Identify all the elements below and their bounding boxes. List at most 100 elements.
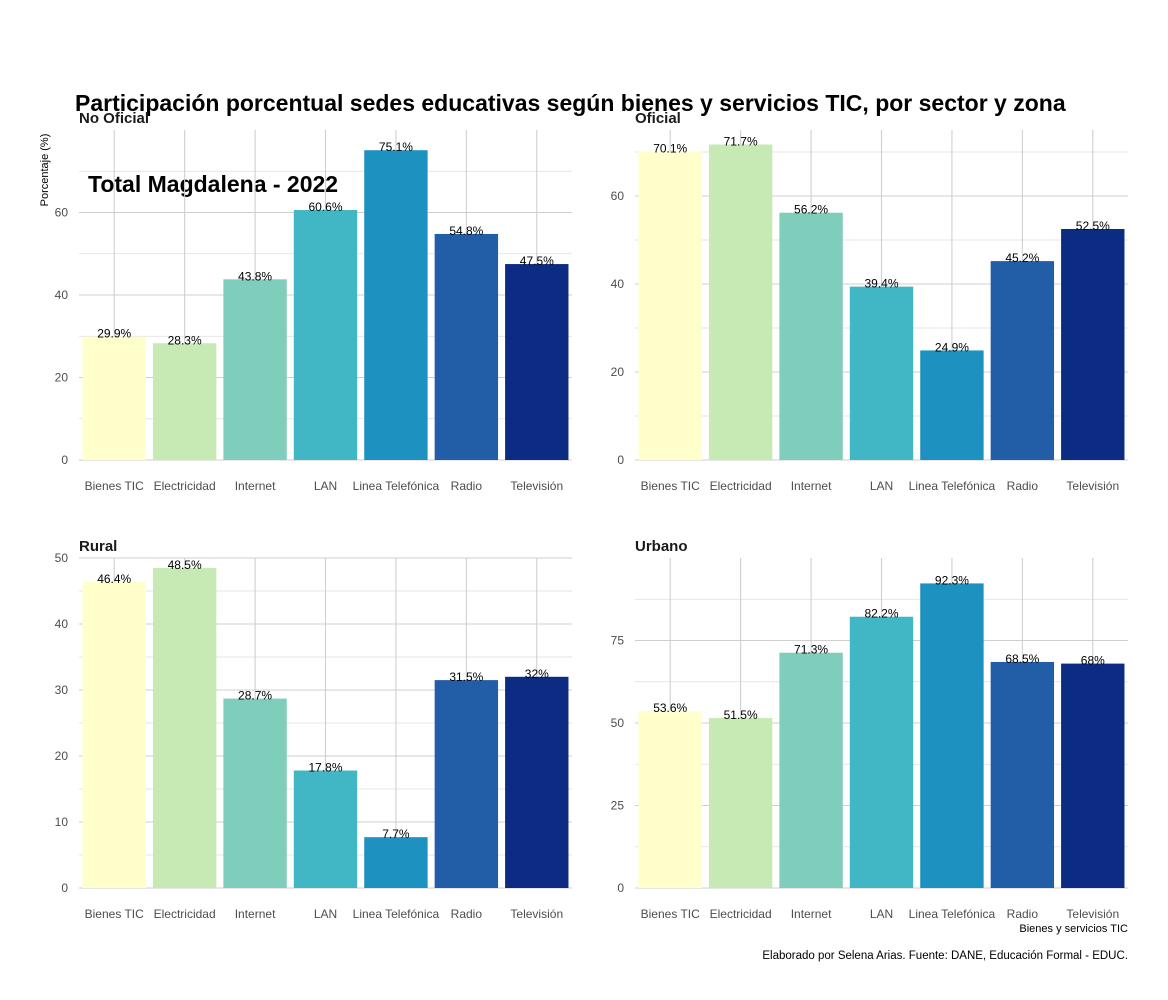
facet-panel-2: Rural 0 10 20 30 40 50 46.4% Bienes TIC 48.5% Elec… <box>55 538 572 921</box>
x-tick-label: Linea Telefónica <box>353 907 440 921</box>
y-tick-label: 0 <box>617 453 624 467</box>
bar-bienes-tic <box>82 336 146 460</box>
bar-internet <box>223 698 287 888</box>
x-tick-label: Electricidad <box>154 479 216 493</box>
data-label: 48.5% <box>168 558 202 572</box>
data-label: 68.5% <box>1005 652 1039 666</box>
x-tick-label: Televisión <box>1066 479 1119 493</box>
y-tick-label: 50 <box>55 551 69 565</box>
x-tick-label: Bienes TIC <box>641 479 700 493</box>
facet-title: No Oficial <box>79 110 149 127</box>
y-tick-label: 0 <box>61 881 68 895</box>
bar-radio <box>434 680 499 888</box>
bar-lan <box>293 770 358 888</box>
x-tick-label: Radio <box>451 907 483 921</box>
bar-televisión <box>505 676 569 888</box>
x-tick-label: Televisión <box>510 907 563 921</box>
y-tick-label: 40 <box>55 617 69 631</box>
bar-internet <box>223 279 287 460</box>
data-label: 53.6% <box>653 701 687 715</box>
x-tick-label: Internet <box>235 907 276 921</box>
x-tick-label: Bienes TIC <box>641 907 700 921</box>
bar-bienes-tic <box>82 581 146 888</box>
bar-lan <box>849 286 914 460</box>
data-label: 31.5% <box>449 670 483 684</box>
x-tick-label: LAN <box>314 907 337 921</box>
bar-bienes-tic <box>638 151 702 460</box>
data-label: 92.3% <box>935 573 969 587</box>
y-tick-label: 0 <box>61 453 68 467</box>
facet-title: Oficial <box>635 110 681 127</box>
x-tick-label: LAN <box>314 479 337 493</box>
bar-lan <box>293 210 358 460</box>
x-tick-label: Internet <box>235 479 276 493</box>
x-tick-label: Linea Telefónica <box>909 907 996 921</box>
y-tick-label: 0 <box>617 881 624 895</box>
data-label: 75.1% <box>379 140 413 154</box>
x-tick-label: Televisión <box>510 479 563 493</box>
data-label: 47.5% <box>520 254 554 268</box>
x-tick-label: Bienes TIC <box>85 479 144 493</box>
y-axis-title: Porcentaje (%) <box>39 134 51 207</box>
chart-caption: Elaborado por Selena Arias. Fuente: DANE… <box>762 950 1128 962</box>
x-tick-label: Radio <box>1007 479 1039 493</box>
bar-radio <box>434 233 499 460</box>
y-tick-label: 60 <box>55 206 69 220</box>
data-label: 54.8% <box>449 224 483 238</box>
data-label: 60.6% <box>308 200 342 214</box>
bar-linea-telefónica <box>364 150 428 460</box>
facet-title: Rural <box>79 538 117 555</box>
data-label: 46.4% <box>97 572 131 586</box>
bar-radio <box>990 261 1055 460</box>
x-tick-label: Radio <box>451 479 483 493</box>
x-axis-title: Bienes y servicios TIC <box>1019 923 1128 935</box>
data-label: 68% <box>1081 654 1105 668</box>
y-tick-label: 10 <box>55 815 69 829</box>
bar-electricidad <box>152 567 217 888</box>
x-tick-label: Linea Telefónica <box>353 479 440 493</box>
bar-internet <box>779 652 843 888</box>
data-label: 70.1% <box>653 142 687 156</box>
x-tick-label: Internet <box>791 479 832 493</box>
bar-linea-telefónica <box>920 350 984 460</box>
y-tick-label: 60 <box>611 189 625 203</box>
x-tick-label: Electricidad <box>710 907 772 921</box>
data-label: 24.9% <box>935 340 969 354</box>
data-label: 45.2% <box>1005 251 1039 265</box>
data-label: 82.2% <box>864 607 898 621</box>
data-label: 71.7% <box>724 135 758 149</box>
data-label: 17.8% <box>308 761 342 775</box>
facet-panel-0: No Oficial 0 20 40 60 29.9% Bienes TIC 28.3% Ele… <box>55 110 572 493</box>
x-tick-label: LAN <box>870 479 893 493</box>
x-tick-label: LAN <box>870 907 893 921</box>
data-label: 52.5% <box>1076 219 1110 233</box>
data-label: 28.7% <box>238 689 272 703</box>
bar-lan <box>849 616 914 888</box>
x-tick-label: Internet <box>791 907 832 921</box>
data-label: 29.9% <box>97 327 131 341</box>
bar-internet <box>779 212 843 460</box>
facet-panel-3: Urbano 0 25 50 75 53.6% Bienes TIC 51.5% Electri… <box>611 538 1128 921</box>
facet-title: Urbano <box>635 538 688 555</box>
bar-electricidad <box>708 144 773 460</box>
x-tick-label: Linea Telefónica <box>909 479 996 493</box>
bar-linea-telefónica <box>920 583 984 888</box>
data-label: 51.5% <box>724 708 758 722</box>
y-tick-label: 25 <box>611 799 625 813</box>
bar-electricidad <box>708 718 773 888</box>
x-tick-label: Electricidad <box>154 907 216 921</box>
bar-televisión <box>1061 663 1125 888</box>
facet-panel-1: Oficial 0 20 40 60 70.1% Bienes TIC 71.7% Electr… <box>611 110 1128 493</box>
chart-title-line-1: Participación porcentual sedes educativa… <box>75 90 1066 116</box>
data-label: 71.3% <box>794 643 828 657</box>
y-tick-label: 40 <box>55 288 69 302</box>
x-tick-label: Radio <box>1007 907 1039 921</box>
bar-televisión <box>1061 229 1125 460</box>
y-tick-label: 75 <box>611 634 625 648</box>
data-label: 39.4% <box>864 277 898 291</box>
y-tick-label: 40 <box>611 277 625 291</box>
bar-televisión <box>505 264 569 460</box>
bar-electricidad <box>152 343 217 460</box>
bar-linea-telefónica <box>364 837 428 888</box>
x-tick-label: Bienes TIC <box>85 907 144 921</box>
